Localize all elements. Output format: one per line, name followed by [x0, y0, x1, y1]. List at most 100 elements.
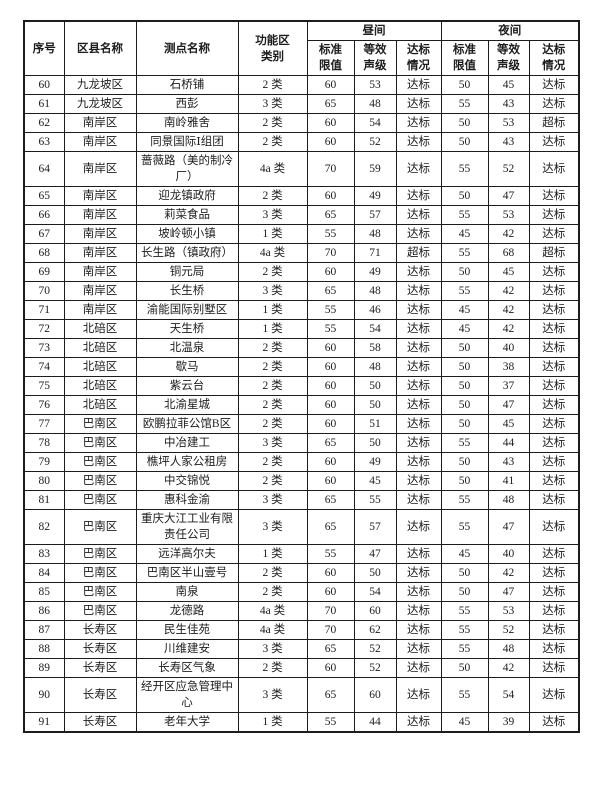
- cell-night-limit: 45: [440, 300, 489, 320]
- cell-night-level: 43: [487, 94, 530, 114]
- cell-day-status: 达标: [395, 224, 442, 244]
- col-header-day-limit-label: 标准限值: [319, 44, 342, 72]
- cell-day-status: 达标: [395, 262, 442, 282]
- cell-day-limit: 70: [306, 151, 355, 187]
- cell-district: 南岸区: [63, 243, 137, 263]
- cell-category: 2 类: [237, 132, 308, 152]
- table-row: 75 北碚区 紫云台 2 类 60 50 达标 50 37 达标: [23, 376, 580, 396]
- col-header-night-level: 等效声级: [487, 40, 530, 76]
- cell-district: 南岸区: [63, 300, 137, 320]
- cell-serial: 83: [23, 544, 65, 564]
- cell-site-name: 北温泉: [135, 338, 239, 358]
- cell-night-status: 超标: [528, 243, 580, 263]
- cell-day-status: 达标: [395, 300, 442, 320]
- cell-day-level: 50: [353, 563, 397, 583]
- cell-night-limit: 50: [440, 414, 489, 434]
- cell-category: 2 类: [237, 658, 308, 678]
- cell-night-status: 达标: [528, 395, 580, 415]
- table-row: 87 长寿区 民生佳苑 4a 类 70 62 达标 55 52 达标: [23, 620, 580, 640]
- cell-night-limit: 50: [440, 357, 489, 377]
- cell-night-status: 达标: [528, 490, 580, 510]
- table-header: 序号 区县名称 测点名称 功能区类别 昼间 夜间: [23, 20, 580, 76]
- cell-district: 北碚区: [63, 357, 137, 377]
- cell-category: 2 类: [237, 262, 308, 282]
- cell-night-limit: 50: [440, 471, 489, 491]
- col-group-nighttime: 夜间: [440, 20, 580, 41]
- cell-night-status: 达标: [528, 376, 580, 396]
- cell-category: 4a 类: [237, 620, 308, 640]
- cell-day-level: 54: [353, 113, 397, 133]
- cell-day-level: 52: [353, 639, 397, 659]
- table-row: 86 巴南区 龙德路 4a 类 70 60 达标 55 53 达标: [23, 601, 580, 621]
- cell-night-level: 68: [487, 243, 530, 263]
- cell-night-level: 38: [487, 357, 530, 377]
- cell-night-status: 达标: [528, 186, 580, 206]
- cell-site-name: 紫云台: [135, 376, 239, 396]
- cell-day-status: 达标: [395, 677, 442, 713]
- cell-night-status: 达标: [528, 544, 580, 564]
- table-row: 62 南岸区 南岭雅舍 2 类 60 54 达标 50 53 超标: [23, 113, 580, 133]
- cell-site-name: 西彭: [135, 94, 239, 114]
- cell-serial: 69: [23, 262, 65, 282]
- cell-serial: 79: [23, 452, 65, 472]
- cell-category: 2 类: [237, 452, 308, 472]
- cell-site-name: 龙德路: [135, 601, 239, 621]
- cell-day-status: 达标: [395, 151, 442, 187]
- col-header-district-label: 区县名称: [77, 42, 123, 55]
- cell-category: 3 类: [237, 281, 308, 301]
- table-row: 65 南岸区 迎龙镇政府 2 类 60 49 达标 50 47 达标: [23, 186, 580, 206]
- cell-day-limit: 55: [306, 300, 355, 320]
- table-row: 88 长寿区 川维建安 3 类 65 52 达标 55 48 达标: [23, 639, 580, 659]
- cell-night-level: 48: [487, 639, 530, 659]
- cell-district: 南岸区: [63, 113, 137, 133]
- cell-serial: 88: [23, 639, 65, 659]
- cell-district: 北碚区: [63, 395, 137, 415]
- col-header-night-level-label: 等效声级: [497, 44, 521, 72]
- table-row: 68 南岸区 长生路（镇政府） 4a 类 70 71 超标 55 68 超标: [23, 243, 580, 263]
- cell-day-level: 48: [353, 281, 397, 301]
- cell-night-level: 47: [487, 186, 530, 206]
- cell-night-level: 45: [487, 75, 530, 95]
- cell-serial: 85: [23, 582, 65, 602]
- cell-night-limit: 50: [440, 376, 489, 396]
- cell-night-level: 52: [487, 620, 530, 640]
- cell-day-level: 50: [353, 376, 397, 396]
- cell-night-level: 44: [487, 433, 530, 453]
- cell-district: 南岸区: [63, 262, 137, 282]
- cell-night-limit: 50: [440, 262, 489, 282]
- table-row: 70 南岸区 长生桥 3 类 65 48 达标 55 42 达标: [23, 281, 580, 301]
- table-row: 78 巴南区 中冶建工 3 类 65 50 达标 55 44 达标: [23, 433, 580, 453]
- cell-night-status: 达标: [528, 452, 580, 472]
- cell-night-limit: 55: [440, 151, 489, 187]
- cell-category: 3 类: [237, 205, 308, 225]
- cell-site-name: 老年大学: [135, 712, 239, 733]
- cell-category: 2 类: [237, 563, 308, 583]
- cell-night-limit: 55: [440, 509, 489, 545]
- cell-serial: 73: [23, 338, 65, 358]
- cell-night-limit: 45: [440, 712, 489, 733]
- cell-site-name: 天生桥: [135, 319, 239, 339]
- cell-site-name: 石桥铺: [135, 75, 239, 95]
- cell-day-level: 45: [353, 471, 397, 491]
- cell-night-status: 达标: [528, 132, 580, 152]
- cell-night-limit: 45: [440, 319, 489, 339]
- col-header-night-status: 达标情况: [528, 40, 580, 76]
- cell-category: 1 类: [237, 300, 308, 320]
- cell-night-limit: 55: [440, 601, 489, 621]
- cell-day-level: 55: [353, 490, 397, 510]
- cell-day-limit: 60: [306, 113, 355, 133]
- cell-night-status: 达标: [528, 601, 580, 621]
- cell-day-limit: 55: [306, 319, 355, 339]
- cell-day-level: 58: [353, 338, 397, 358]
- cell-day-limit: 60: [306, 395, 355, 415]
- table-row: 63 南岸区 同景国际Ⅰ组团 2 类 60 52 达标 50 43 达标: [23, 132, 580, 152]
- cell-serial: 65: [23, 186, 65, 206]
- table-row: 89 长寿区 长寿区气象 2 类 60 52 达标 50 42 达标: [23, 658, 580, 678]
- cell-serial: 76: [23, 395, 65, 415]
- table-row: 80 巴南区 中交锦悦 2 类 60 45 达标 50 41 达标: [23, 471, 580, 491]
- cell-category: 4a 类: [237, 243, 308, 263]
- cell-day-limit: 60: [306, 471, 355, 491]
- cell-day-level: 46: [353, 300, 397, 320]
- cell-day-level: 60: [353, 677, 397, 713]
